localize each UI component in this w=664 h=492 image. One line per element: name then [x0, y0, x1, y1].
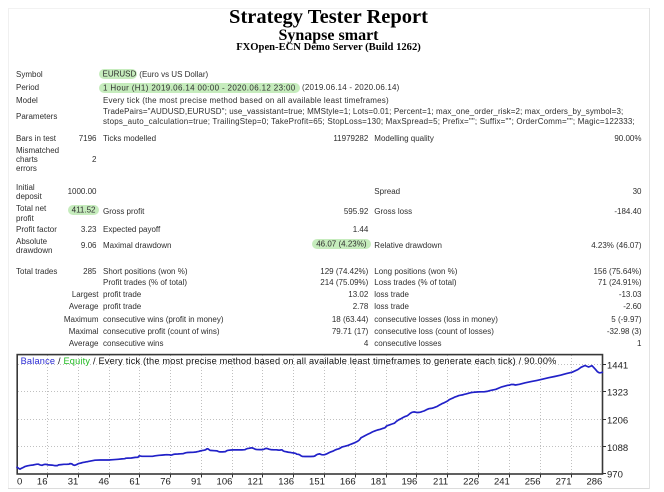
svg-text:181: 181	[371, 476, 387, 487]
svg-text:1088: 1088	[607, 443, 628, 454]
svg-text:61: 61	[129, 476, 140, 487]
svg-text:31: 31	[68, 476, 79, 487]
svg-text:91: 91	[191, 476, 202, 487]
svg-text:1441: 1441	[607, 361, 628, 372]
svg-text:Balance / Equity / Every tick: Balance / Equity / Every tick (the most …	[21, 356, 557, 366]
svg-text:46: 46	[99, 476, 110, 487]
svg-text:121: 121	[247, 476, 263, 487]
svg-text:166: 166	[340, 476, 356, 487]
svg-text:211: 211	[433, 476, 448, 487]
svg-text:226: 226	[463, 476, 479, 487]
svg-text:1206: 1206	[607, 415, 628, 426]
svg-text:106: 106	[217, 476, 233, 487]
svg-text:271: 271	[556, 476, 572, 487]
svg-text:1323: 1323	[607, 388, 628, 399]
svg-text:256: 256	[525, 476, 541, 487]
svg-text:136: 136	[278, 476, 294, 487]
svg-text:16: 16	[37, 476, 48, 487]
svg-text:151: 151	[309, 476, 325, 487]
svg-text:196: 196	[401, 476, 417, 487]
svg-text:0: 0	[17, 476, 22, 487]
svg-text:970: 970	[607, 470, 623, 481]
svg-text:76: 76	[160, 476, 171, 487]
svg-text:241: 241	[494, 476, 510, 487]
svg-text:286: 286	[586, 476, 602, 487]
